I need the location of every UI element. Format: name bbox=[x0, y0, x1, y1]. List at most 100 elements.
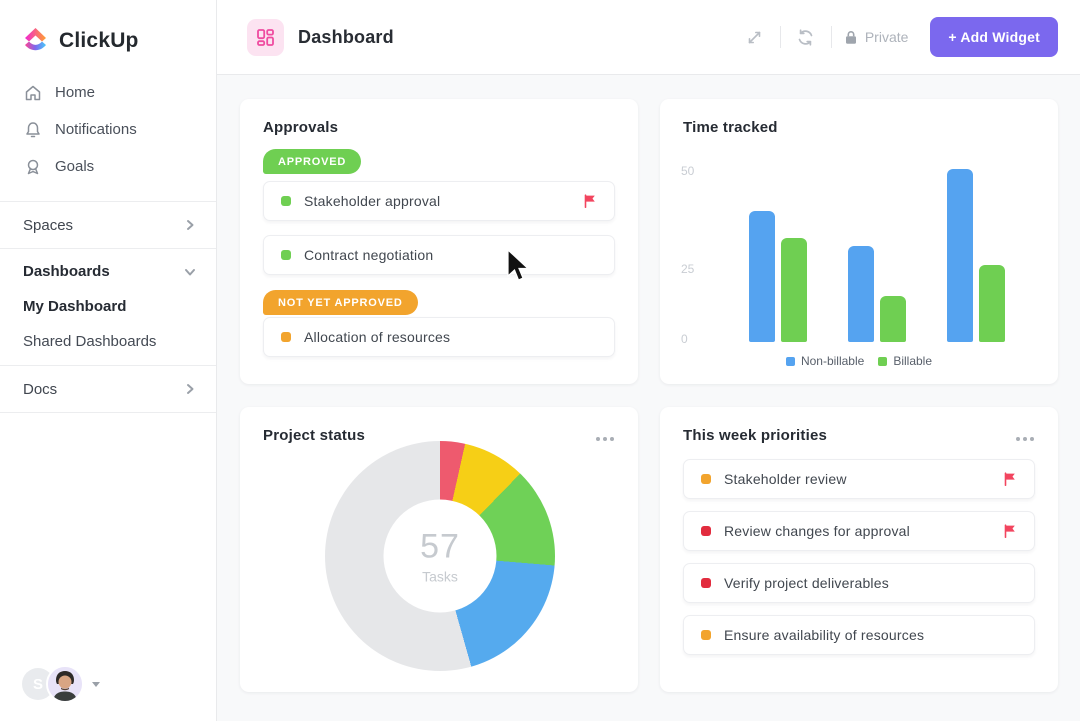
clickup-logo-text: ClickUp bbox=[59, 29, 139, 52]
sidebar-item-my-dashboard[interactable]: My Dashboard bbox=[0, 289, 216, 324]
bar-billable bbox=[781, 238, 808, 342]
spaces-label: Spaces bbox=[23, 216, 74, 234]
privacy-status[interactable]: Private bbox=[844, 29, 909, 45]
legend-entry: Non-billable bbox=[785, 354, 865, 368]
expand-icon[interactable] bbox=[742, 24, 768, 50]
chevron-right-icon bbox=[187, 384, 194, 394]
bar-non-billable bbox=[749, 211, 776, 342]
refresh-icon[interactable] bbox=[793, 24, 819, 50]
clickup-logo[interactable]: ClickUp bbox=[0, 0, 216, 74]
bar-non-billable bbox=[847, 246, 874, 342]
task-row[interactable]: Allocation of resources bbox=[263, 317, 615, 357]
status-badge-not-approved: NOT YET APPROVED bbox=[263, 290, 418, 315]
legend-label: Billable bbox=[893, 354, 933, 368]
task-row[interactable]: Contract negotiation bbox=[263, 235, 615, 275]
main-area: Dashboard bbox=[217, 0, 1080, 721]
lock-icon bbox=[845, 30, 856, 44]
sidebar-item-notifications[interactable]: Notifications bbox=[0, 111, 216, 148]
bar-billable bbox=[879, 296, 906, 342]
priorities-list: Stakeholder review Review changes for ap… bbox=[683, 459, 1035, 655]
y-axis-tick: 25 bbox=[681, 262, 695, 276]
priorities-widget: This week priorities Stakeholder review … bbox=[660, 407, 1058, 692]
privacy-label: Private bbox=[864, 29, 909, 45]
clickup-logo-icon bbox=[25, 28, 46, 51]
status-bullet bbox=[281, 250, 291, 260]
status-bullet bbox=[281, 332, 291, 342]
donut-center: 57 Tasks bbox=[383, 499, 497, 613]
sidebar-item-spaces[interactable]: Spaces bbox=[0, 202, 216, 248]
task-label: Stakeholder approval bbox=[304, 193, 441, 209]
y-axis-tick: 0 bbox=[681, 332, 688, 346]
sidebar-item-docs[interactable]: Docs bbox=[0, 366, 216, 412]
task-row[interactable]: Stakeholder approval bbox=[263, 181, 615, 221]
legend-swatch-non-billable bbox=[785, 356, 795, 366]
sidebar: ClickUp Home Notifications Goals Spaces bbox=[0, 0, 217, 721]
status-badge-approved: APPROVED bbox=[263, 149, 362, 174]
sidebar-item-label: Notifications bbox=[55, 121, 137, 138]
topbar: Dashboard bbox=[217, 0, 1080, 75]
task-label: Stakeholder review bbox=[724, 471, 847, 487]
project-status-widget: Project status 57 Tasks bbox=[240, 407, 638, 692]
sidebar-item-label: Home bbox=[55, 84, 96, 101]
sidebar-item-goals[interactable]: Goals bbox=[0, 148, 216, 185]
legend-label: Non-billable bbox=[800, 354, 865, 368]
user-avatar[interactable] bbox=[46, 665, 84, 703]
sidebar-divider bbox=[0, 412, 216, 413]
chevron-down-icon bbox=[185, 268, 195, 275]
legend-entry: Billable bbox=[878, 354, 932, 368]
task-label: Verify project deliverables bbox=[724, 575, 889, 591]
chevron-right-icon bbox=[187, 220, 194, 230]
topbar-actions: Private + Add Widget bbox=[742, 17, 1058, 57]
sidebar-item-dashboards[interactable]: Dashboards bbox=[0, 254, 216, 289]
priority-bullet bbox=[701, 578, 711, 588]
sidebar-item-shared-dashboards[interactable]: Shared Dashboards bbox=[0, 324, 216, 359]
status-bullet bbox=[281, 196, 291, 206]
widget-title: This week priorities bbox=[683, 427, 828, 444]
dashboards-section: Dashboards My Dashboard Shared Dashboard… bbox=[0, 249, 216, 365]
sidebar-item-home[interactable]: Home bbox=[0, 74, 216, 111]
flag-icon bbox=[1004, 524, 1015, 538]
sidebar-divider bbox=[0, 365, 216, 366]
donut-total-label: Tasks bbox=[422, 568, 458, 585]
priority-bullet bbox=[701, 630, 711, 640]
priority-bullet bbox=[701, 526, 711, 536]
task-row[interactable]: Verify project deliverables bbox=[683, 563, 1035, 603]
task-row[interactable]: Review changes for approval bbox=[683, 511, 1035, 551]
task-row[interactable]: Ensure availability of resources bbox=[683, 615, 1035, 655]
bar-group bbox=[847, 246, 906, 342]
task-label: Ensure availability of resources bbox=[724, 627, 925, 643]
flag-icon bbox=[1004, 472, 1015, 486]
bar-chart: 50 25 0 bbox=[681, 146, 1035, 346]
user-avatar-photo bbox=[48, 667, 82, 701]
bar-non-billable bbox=[946, 169, 973, 342]
legend-swatch-billable bbox=[878, 356, 888, 366]
dashboard-grid: Approvals APPROVED Stakeholder approval … bbox=[217, 75, 1080, 721]
task-label: Allocation of resources bbox=[304, 329, 451, 345]
add-widget-button[interactable]: + Add Widget bbox=[930, 17, 1058, 57]
avatar-menu-caret-icon[interactable] bbox=[92, 681, 100, 687]
dashboard-grid-icon bbox=[247, 18, 284, 56]
task-row[interactable]: Stakeholder review bbox=[683, 459, 1035, 499]
widget-title: Project status bbox=[263, 427, 365, 444]
task-label: Contract negotiation bbox=[304, 247, 434, 263]
time-tracked-widget: Time tracked 50 25 0 Non-billable Billab… bbox=[660, 99, 1058, 384]
sidebar-divider bbox=[0, 201, 216, 202]
dashboards-label: Dashboards bbox=[23, 263, 110, 280]
bar-chart-plot bbox=[729, 150, 1025, 342]
chart-legend: Non-billable Billable bbox=[683, 354, 1035, 368]
trophy-icon bbox=[23, 157, 42, 176]
approvals-widget: Approvals APPROVED Stakeholder approval … bbox=[240, 99, 638, 384]
user-area: S bbox=[22, 665, 100, 703]
widget-title: Time tracked bbox=[683, 119, 778, 136]
page-title: Dashboard bbox=[298, 26, 394, 47]
more-menu-icon[interactable] bbox=[592, 433, 618, 445]
home-icon bbox=[23, 83, 42, 102]
topbar-separator bbox=[779, 26, 781, 48]
widget-title: Approvals bbox=[263, 119, 339, 136]
task-label: Review changes for approval bbox=[724, 523, 910, 539]
bar-group bbox=[946, 169, 1005, 342]
shared-dashboards-label: Shared Dashboards bbox=[23, 333, 157, 350]
bar-billable bbox=[978, 265, 1005, 342]
more-menu-icon[interactable] bbox=[1012, 433, 1038, 445]
